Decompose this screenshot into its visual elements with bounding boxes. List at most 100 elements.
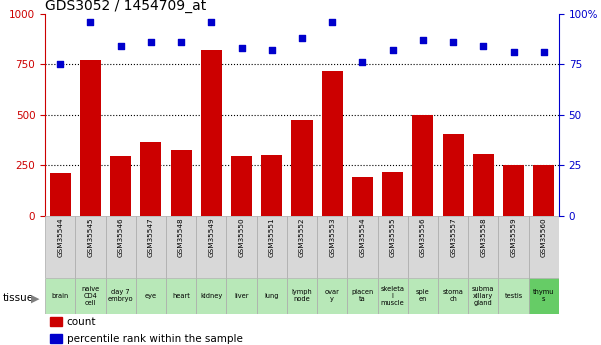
Bar: [287, 278, 317, 314]
Bar: [412, 115, 433, 216]
Bar: [438, 216, 468, 278]
Bar: [442, 134, 464, 216]
Bar: [110, 156, 131, 216]
Text: GSM35553: GSM35553: [329, 217, 335, 257]
Text: count: count: [67, 317, 96, 327]
Bar: [473, 154, 494, 216]
Bar: [231, 156, 252, 216]
Text: liver: liver: [234, 293, 249, 299]
Bar: [468, 216, 498, 278]
Point: [237, 45, 246, 51]
Bar: [45, 216, 75, 278]
Bar: [347, 216, 377, 278]
Bar: [377, 216, 408, 278]
Bar: [529, 278, 559, 314]
Bar: [106, 278, 136, 314]
Bar: [171, 150, 192, 216]
Text: kidney: kidney: [200, 293, 222, 299]
Point: [146, 39, 156, 45]
Text: ovar
y: ovar y: [325, 289, 340, 302]
Point: [328, 19, 337, 24]
Bar: [291, 120, 313, 216]
Bar: [75, 216, 106, 278]
Bar: [382, 172, 403, 216]
Text: tissue: tissue: [3, 294, 34, 303]
Bar: [50, 334, 61, 344]
Text: GSM35552: GSM35552: [299, 217, 305, 257]
Bar: [166, 278, 196, 314]
Text: GSM35555: GSM35555: [389, 217, 395, 257]
Text: thymu
s: thymu s: [533, 289, 555, 302]
Point: [388, 47, 397, 53]
Bar: [50, 317, 61, 326]
Bar: [140, 142, 162, 216]
Bar: [261, 155, 282, 216]
Point: [85, 19, 95, 24]
Bar: [322, 71, 343, 216]
Bar: [75, 278, 106, 314]
Text: day 7
embryо: day 7 embryо: [108, 289, 133, 302]
Bar: [533, 165, 554, 216]
Point: [267, 47, 276, 53]
Bar: [45, 278, 75, 314]
Bar: [498, 216, 529, 278]
Text: lung: lung: [264, 293, 279, 299]
Text: subma
xillary
gland: subma xillary gland: [472, 286, 495, 306]
Point: [358, 59, 367, 65]
Text: GSM35557: GSM35557: [450, 217, 456, 257]
Bar: [529, 216, 559, 278]
Text: naive
CD4
cell: naive CD4 cell: [81, 286, 100, 306]
Bar: [196, 278, 227, 314]
Text: GSM35549: GSM35549: [209, 217, 215, 257]
Text: stoma
ch: stoma ch: [443, 289, 463, 302]
Bar: [227, 278, 257, 314]
Bar: [377, 278, 408, 314]
Text: placen
ta: placen ta: [352, 289, 374, 302]
Text: brain: brain: [52, 293, 69, 299]
Text: ▶: ▶: [31, 294, 40, 303]
Point: [478, 43, 488, 49]
Text: GSM35558: GSM35558: [480, 217, 486, 257]
Point: [176, 39, 186, 45]
Bar: [503, 165, 524, 216]
Text: lymph
node: lymph node: [291, 289, 313, 302]
Bar: [227, 216, 257, 278]
Bar: [136, 278, 166, 314]
Text: testis: testis: [504, 293, 523, 299]
Bar: [257, 278, 287, 314]
Bar: [468, 278, 498, 314]
Text: GSM35548: GSM35548: [178, 217, 184, 257]
Text: GSM35560: GSM35560: [541, 217, 547, 257]
Bar: [408, 278, 438, 314]
Point: [207, 19, 216, 24]
Bar: [317, 216, 347, 278]
Bar: [80, 60, 101, 216]
Text: GSM35554: GSM35554: [359, 217, 365, 257]
Bar: [408, 216, 438, 278]
Text: percentile rank within the sample: percentile rank within the sample: [67, 334, 243, 344]
Bar: [498, 278, 529, 314]
Text: eye: eye: [145, 293, 157, 299]
Text: heart: heart: [172, 293, 190, 299]
Point: [418, 37, 428, 43]
Point: [509, 49, 519, 55]
Point: [55, 61, 65, 67]
Text: GSM35556: GSM35556: [420, 217, 426, 257]
Text: GDS3052 / 1454709_at: GDS3052 / 1454709_at: [45, 0, 206, 13]
Text: GSM35551: GSM35551: [269, 217, 275, 257]
Bar: [201, 50, 222, 216]
Bar: [317, 278, 347, 314]
Text: GSM35550: GSM35550: [239, 217, 245, 257]
Point: [448, 39, 458, 45]
Point: [539, 49, 549, 55]
Point: [116, 43, 126, 49]
Text: skeleta
l
muscle: skeleta l muscle: [380, 286, 404, 306]
Text: GSM35547: GSM35547: [148, 217, 154, 257]
Bar: [347, 278, 377, 314]
Text: GSM35546: GSM35546: [118, 217, 124, 257]
Text: GSM35559: GSM35559: [511, 217, 517, 257]
Text: sple
en: sple en: [416, 289, 430, 302]
Text: GSM35544: GSM35544: [57, 217, 63, 257]
Bar: [287, 216, 317, 278]
Bar: [50, 173, 71, 216]
